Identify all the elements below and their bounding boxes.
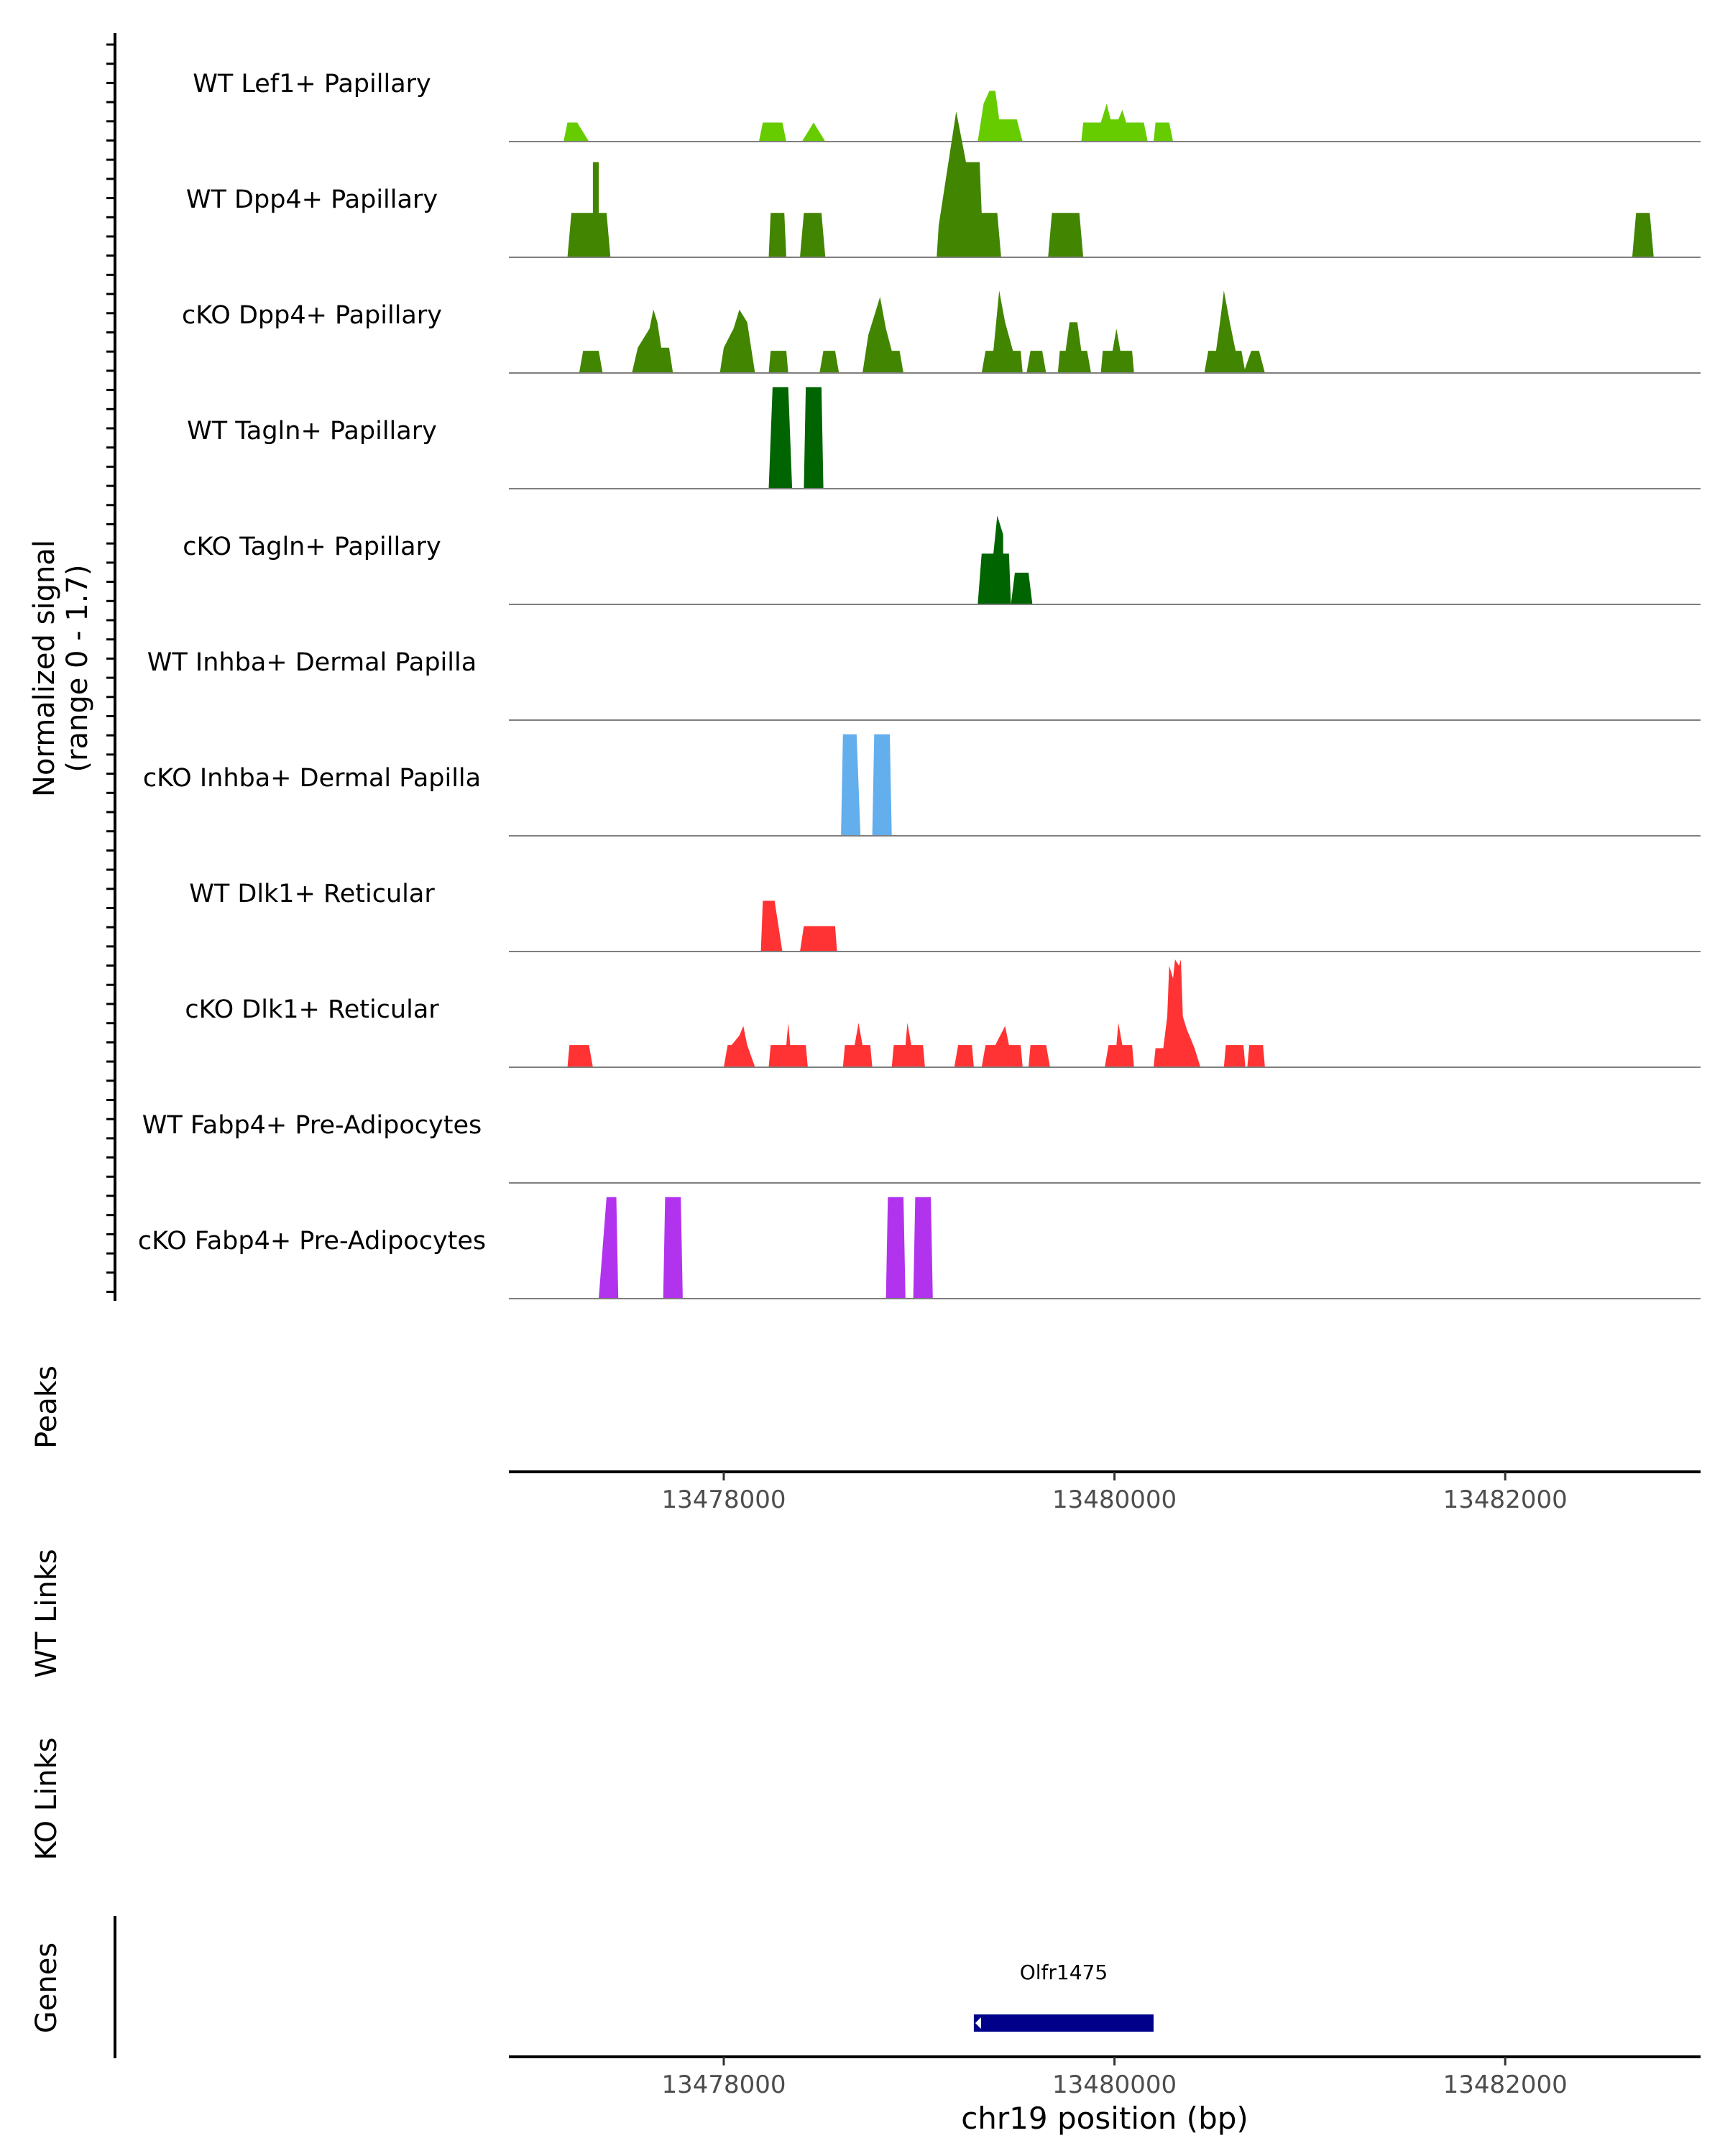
track-label: cKO Dlk1+ Reticular <box>185 995 439 1024</box>
ko-links-label: KO Links <box>30 1738 63 1861</box>
gene-strand-arrow <box>975 2017 981 2029</box>
signal-area <box>564 91 1174 142</box>
track-7: WT Dlk1+ Reticular <box>189 880 1701 952</box>
genes-x-axis: 13478000 13480000 13482000 <box>661 2057 1568 2099</box>
genes-x-tick-label: 13482000 <box>1443 2070 1568 2099</box>
peaks-x-tick-label: 13480000 <box>1052 1485 1177 1514</box>
track-1: WT Dpp4+ Papillary <box>186 111 1701 258</box>
y-axis-title-line1: Normalized signal <box>28 540 61 797</box>
track-3: WT Tagln+ Papillary <box>187 387 1701 489</box>
genes-x-tick-label: 13478000 <box>661 2070 786 2099</box>
signal-area <box>599 1197 933 1299</box>
track-label: WT Inhba+ Dermal Papilla <box>147 648 477 677</box>
track-label: cKO Fabp4+ Pre-Adipocytes <box>138 1227 486 1256</box>
track-10: cKO Fabp4+ Pre-Adipocytes <box>138 1197 1701 1299</box>
track-label: cKO Inhba+ Dermal Papilla <box>143 764 481 793</box>
wt-links-label: WT Links <box>30 1549 63 1677</box>
track-label: cKO Tagln+ Papillary <box>183 533 441 561</box>
track-9: WT Fabp4+ Pre-Adipocytes <box>142 1111 1701 1184</box>
signal-area <box>978 515 1033 604</box>
track-label: WT Fabp4+ Pre-Adipocytes <box>142 1111 482 1140</box>
track-label: WT Lef1+ Papillary <box>193 70 431 98</box>
signal-area <box>760 900 837 952</box>
peaks-x-axis: 13478000 13480000 13482000 <box>661 1472 1568 1514</box>
coverage-tracks: WT Lef1+ Papillary WT Dpp4+ Papillary cKO … <box>138 70 1701 1299</box>
genes-track: Olfr1475 <box>973 1961 1154 2032</box>
peaks-x-tick-label: 13478000 <box>661 1485 786 1514</box>
track-label: WT Tagln+ Papillary <box>187 417 437 446</box>
y-axis-title-line2: (range 0 - 1.7) <box>61 564 94 772</box>
signal-area <box>841 734 892 836</box>
track-label: WT Dlk1+ Reticular <box>189 880 435 908</box>
track-2: cKO Dpp4+ Papillary <box>182 290 1701 374</box>
signal-area <box>768 387 824 489</box>
track-label: WT Dpp4+ Papillary <box>186 185 438 214</box>
track-6: cKO Inhba+ Dermal Papilla <box>143 734 1701 837</box>
track-label: cKO Dpp4+ Papillary <box>182 301 442 330</box>
signal-area <box>579 290 1265 373</box>
track-8: cKO Dlk1+ Reticular <box>185 959 1701 1068</box>
gene-label: Olfr1475 <box>1020 1961 1108 1984</box>
x-axis-title: chr19 position (bp) <box>961 2101 1248 2136</box>
genes-x-tick-label: 13480000 <box>1052 2070 1177 2099</box>
track-0: WT Lef1+ Papillary <box>193 70 1701 142</box>
peaks-label: Peaks <box>30 1365 63 1449</box>
signal-area <box>567 959 1265 1067</box>
track-5: WT Inhba+ Dermal Papilla <box>147 648 1701 721</box>
genes-label: Genes <box>30 1943 63 2033</box>
coverage-y-ticks <box>106 43 115 1293</box>
track-4: cKO Tagln+ Papillary <box>183 515 1701 605</box>
y-axis-title: Normalized signal (range 0 - 1.7) <box>28 540 94 797</box>
peaks-x-tick-label: 13482000 <box>1443 1485 1568 1514</box>
gene-body <box>973 2014 1154 2032</box>
